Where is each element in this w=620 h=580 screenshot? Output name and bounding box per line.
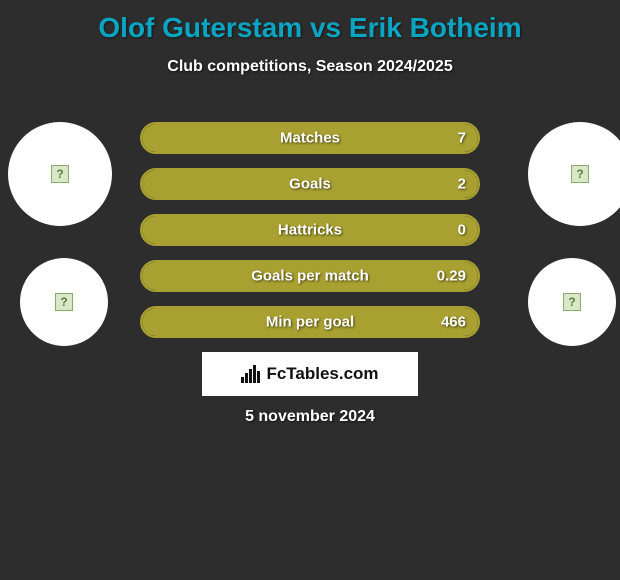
- club1-avatar: ?: [20, 258, 108, 346]
- player1-avatar: ?: [8, 122, 112, 226]
- stat-row: Goals per match 0.29: [140, 260, 480, 292]
- image-placeholder-icon: ?: [51, 165, 69, 183]
- bars-icon: [241, 365, 260, 383]
- stat-value: 0: [458, 222, 466, 239]
- image-placeholder-icon: ?: [563, 293, 581, 311]
- stat-value: 0.29: [437, 268, 466, 285]
- stat-value: 7: [458, 130, 466, 147]
- stat-label: Goals per match: [251, 268, 369, 285]
- image-placeholder-icon: ?: [55, 293, 73, 311]
- image-placeholder-icon: ?: [571, 165, 589, 183]
- page-title: Olof Guterstam vs Erik Botheim: [0, 0, 620, 44]
- subtitle: Club competitions, Season 2024/2025: [0, 58, 620, 76]
- stats-container: Matches 7 Goals 2 Hattricks 0 Goals per …: [140, 122, 480, 338]
- stat-row: Goals 2: [140, 168, 480, 200]
- stat-row: Matches 7: [140, 122, 480, 154]
- stat-label: Goals: [289, 176, 331, 193]
- avatars-left: ? ?: [8, 122, 112, 346]
- club2-avatar: ?: [528, 258, 616, 346]
- date: 5 november 2024: [0, 408, 620, 426]
- stat-label: Matches: [280, 130, 340, 147]
- avatars-right: ? ?: [528, 122, 620, 346]
- stat-label: Hattricks: [278, 222, 342, 239]
- player2-avatar: ?: [528, 122, 620, 226]
- stat-label: Min per goal: [266, 314, 354, 331]
- stat-value: 2: [458, 176, 466, 193]
- stat-value: 466: [441, 314, 466, 331]
- stat-row: Min per goal 466: [140, 306, 480, 338]
- branding: FcTables.com: [202, 352, 418, 396]
- branding-text: FcTables.com: [266, 364, 378, 384]
- stat-row: Hattricks 0: [140, 214, 480, 246]
